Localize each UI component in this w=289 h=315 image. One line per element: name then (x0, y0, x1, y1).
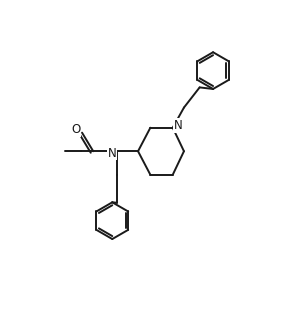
Text: O: O (71, 123, 80, 136)
Text: N: N (108, 146, 116, 159)
Text: N: N (174, 119, 183, 132)
